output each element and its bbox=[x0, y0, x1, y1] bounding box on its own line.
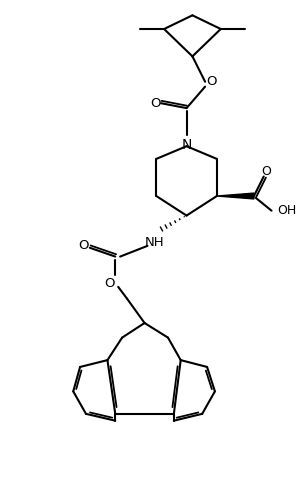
Text: NH: NH bbox=[144, 237, 164, 250]
Text: O: O bbox=[150, 97, 161, 110]
Text: N: N bbox=[181, 138, 192, 152]
Text: O: O bbox=[78, 239, 88, 252]
Polygon shape bbox=[217, 193, 254, 199]
Text: O: O bbox=[262, 165, 271, 178]
Text: O: O bbox=[104, 277, 115, 291]
Text: O: O bbox=[207, 75, 217, 88]
Text: OH: OH bbox=[277, 204, 297, 217]
